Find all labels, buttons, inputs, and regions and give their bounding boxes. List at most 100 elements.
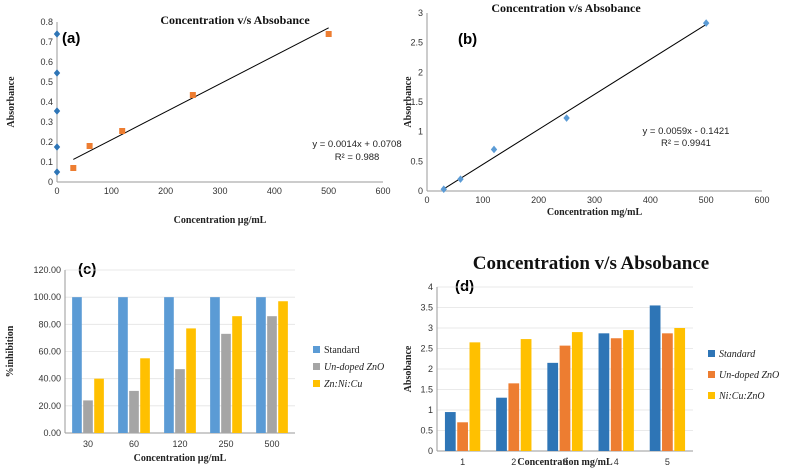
chart-title: Concentration v/s Absobance xyxy=(491,1,641,15)
data-point xyxy=(53,107,61,115)
bar xyxy=(674,328,686,451)
bar xyxy=(94,378,104,433)
r-squared-label: R² = 0.9941 xyxy=(661,138,711,149)
chart-b: Concentration v/s Absobance (b) 0 0.5 1 1.5 2 2… xyxy=(403,1,770,218)
y-axis-title: Absorbance xyxy=(6,76,17,128)
data-point xyxy=(53,143,61,151)
x-tick-label: 200 xyxy=(158,186,173,196)
panel-label: (a) xyxy=(62,30,80,47)
bar xyxy=(175,369,185,433)
x-tick-label: 500 xyxy=(699,195,714,205)
chart-c: (c) 0.00 20.00 40.00 60.00 80.00 100.00 120.00 C… xyxy=(5,261,384,464)
bar xyxy=(520,339,532,451)
bar xyxy=(232,316,242,433)
data-point xyxy=(457,175,464,183)
y-tick-label: 0.1 xyxy=(40,157,53,167)
legend-entry: Un-doped ZnO xyxy=(324,362,384,373)
x-tick-label: 1 xyxy=(460,457,465,467)
bar xyxy=(598,333,610,451)
trendline xyxy=(73,27,329,160)
y-tick-label: 3 xyxy=(428,323,433,333)
y-tick-label: 3 xyxy=(418,8,423,18)
bar xyxy=(547,362,559,451)
data-point xyxy=(70,165,77,171)
x-tick-label: 0 xyxy=(54,186,59,196)
data-point xyxy=(189,92,196,98)
x-tick-label: 2 xyxy=(511,457,516,467)
legend-entry: Standard xyxy=(324,345,360,356)
y-tick-label: 0 xyxy=(48,177,53,187)
y-tick-label: 2.5 xyxy=(420,344,433,354)
x-tick-label: 500 xyxy=(321,186,336,196)
trendline-equation: y = 0.0059x - 0.1421 xyxy=(643,126,730,137)
y-tick-label: 0 xyxy=(418,186,423,196)
y-tick-label: 0.2 xyxy=(40,137,53,147)
bar xyxy=(129,390,139,433)
bar xyxy=(164,297,174,433)
data-point xyxy=(53,30,61,38)
x-tick-label: 250 xyxy=(218,439,233,449)
x-tick-label: 300 xyxy=(587,195,602,205)
bar xyxy=(469,342,481,451)
x-tick-label: 100 xyxy=(104,186,119,196)
bar xyxy=(221,333,231,433)
y-tick-label: 2.5 xyxy=(410,38,423,48)
legend-entry: Standard xyxy=(719,349,756,360)
y-tick-label: 0.4 xyxy=(40,97,53,107)
data-point xyxy=(440,185,447,194)
x-tick-label: 600 xyxy=(754,195,769,205)
bar xyxy=(508,383,520,451)
data-point xyxy=(325,31,332,37)
x-tick-label: 30 xyxy=(83,439,93,449)
x-tick-label: 60 xyxy=(129,439,139,449)
x-tick-label: 0 xyxy=(424,195,429,205)
y-tick-label: 2 xyxy=(418,67,423,77)
trendline xyxy=(443,23,707,190)
data-point xyxy=(86,143,93,149)
y-tick-label: 1.5 xyxy=(420,385,433,395)
bar xyxy=(267,316,277,433)
legend-swatch xyxy=(313,380,320,387)
x-tick-label: 100 xyxy=(475,195,490,205)
y-tick-label: 0.5 xyxy=(410,156,423,166)
y-tick-label: 0.7 xyxy=(40,37,53,47)
x-axis-title: Concentration µg/mL xyxy=(134,453,227,464)
y-tick-label: 60.00 xyxy=(38,347,61,357)
legend-entry: Ni:Cu:ZnO xyxy=(718,391,765,402)
data-point xyxy=(53,168,61,176)
y-tick-label: 80.00 xyxy=(38,319,61,329)
x-tick-label: 400 xyxy=(643,195,658,205)
y-tick-label: 0.00 xyxy=(43,428,61,438)
bar xyxy=(278,301,288,433)
x-tick-label: 5 xyxy=(665,457,670,467)
bar xyxy=(140,358,150,433)
x-axis-title: Concentration mg/mL xyxy=(517,457,613,468)
legend-entry: Zn:Ni:Cu xyxy=(324,379,362,390)
panel-label: (b) xyxy=(458,31,477,48)
data-point xyxy=(702,19,710,27)
bar xyxy=(623,330,634,451)
x-tick-label: 4 xyxy=(614,457,619,467)
y-axis-title: %inhibition xyxy=(5,325,16,377)
y-tick-label: 1 xyxy=(428,405,433,415)
x-axis-title: Concentration µg/mL xyxy=(174,215,267,226)
chart-d: Concentration v/s Absobance (d) 0 0.5 1 1.5 2 2… xyxy=(403,253,779,468)
data-point xyxy=(53,69,61,77)
chart-a: Concentration v/s Absobance (a) 0 0.1 0.2 0.3… xyxy=(6,13,402,226)
x-tick-label: 400 xyxy=(267,186,282,196)
legend-swatch xyxy=(313,363,320,370)
bar xyxy=(662,333,673,451)
x-tick-label: 200 xyxy=(531,195,546,205)
legend-entry: Un-doped ZnO xyxy=(719,370,779,381)
y-tick-label: 120.00 xyxy=(33,265,61,275)
y-tick-label: 20.00 xyxy=(38,401,61,411)
y-axis-title: Absobance xyxy=(403,345,414,392)
bar xyxy=(559,345,571,451)
chart-title: Concentration v/s Absobance xyxy=(473,253,709,274)
bar xyxy=(83,400,93,433)
legend-swatch xyxy=(708,392,715,399)
y-tick-label: 0.5 xyxy=(40,77,53,87)
y-tick-label: 2 xyxy=(428,364,433,374)
bar xyxy=(256,297,266,433)
y-tick-label: 3.5 xyxy=(420,303,433,313)
